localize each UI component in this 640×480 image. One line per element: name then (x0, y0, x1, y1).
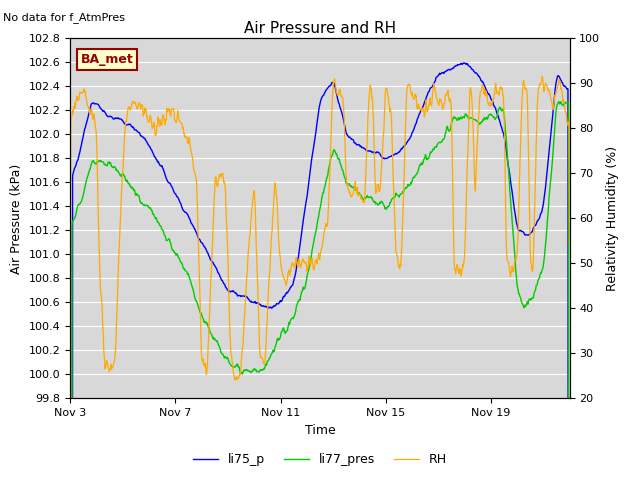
RH (173, 118, 180, 124)
li77_pres (241, 368, 249, 373)
RH (67, 237, 74, 242)
li75_p (299, 221, 307, 227)
li77_pres (483, 114, 491, 120)
Legend: li75_p, li77_pres, RH: li75_p, li77_pres, RH (188, 448, 452, 471)
Line: li77_pres: li77_pres (70, 102, 570, 480)
li75_p (362, 147, 369, 153)
li75_p (241, 293, 249, 299)
Line: li75_p: li75_p (70, 63, 570, 480)
RH (566, 240, 573, 246)
Title: Air Pressure and RH: Air Pressure and RH (244, 21, 396, 36)
li75_p (381, 156, 388, 161)
Text: BA_met: BA_met (81, 53, 133, 66)
li75_p (484, 90, 492, 96)
RH (484, 97, 492, 103)
li77_pres (362, 194, 369, 200)
Y-axis label: Air Pressure (kPa): Air Pressure (kPa) (10, 163, 23, 274)
X-axis label: Time: Time (305, 424, 335, 437)
li75_p (460, 60, 468, 66)
li77_pres (173, 251, 180, 257)
li77_pres (555, 99, 563, 105)
Y-axis label: Relativity Humidity (%): Relativity Humidity (%) (606, 146, 619, 291)
Text: No data for f_AtmPres: No data for f_AtmPres (3, 12, 125, 23)
Line: RH: RH (70, 76, 570, 380)
RH (300, 257, 307, 263)
li75_p (173, 193, 180, 199)
RH (362, 158, 370, 164)
li77_pres (299, 287, 307, 293)
RH (232, 377, 240, 383)
RH (381, 88, 389, 94)
li77_pres (381, 206, 388, 212)
RH (242, 294, 250, 300)
RH (538, 73, 546, 79)
